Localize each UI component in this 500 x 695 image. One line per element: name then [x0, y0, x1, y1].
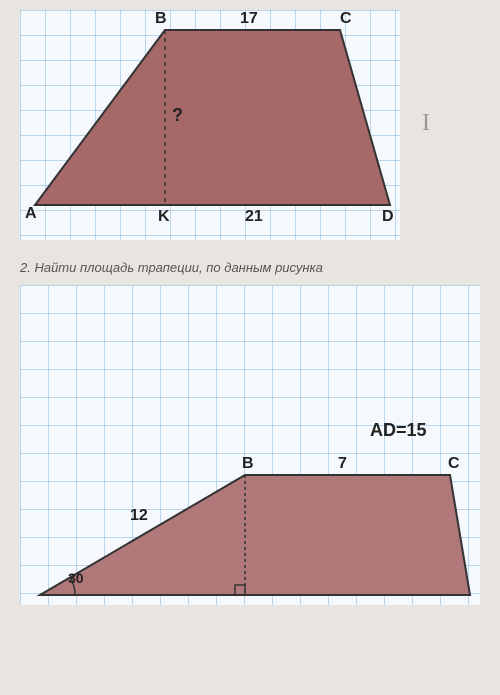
vertex-label-d: D — [382, 208, 394, 226]
diagram-2-container: B C 7 12 30 AD=15 — [20, 285, 480, 605]
diagram-2-svg — [20, 285, 480, 605]
side-label-bc: 17 — [240, 10, 258, 28]
side-label-kd: 21 — [245, 208, 263, 226]
vertex-label-b: B — [155, 10, 167, 28]
angle-label: 30 — [68, 570, 84, 586]
vertex-label-a: A — [25, 205, 37, 223]
vertex-label-c2: C — [448, 455, 460, 473]
vertex-label-c: C — [340, 10, 352, 28]
side-label-bc2: 7 — [338, 455, 347, 473]
side-label-ab: 12 — [130, 507, 148, 525]
side-marker: I — [422, 110, 430, 137]
diagram-1-svg — [20, 10, 400, 240]
diagram-1-container: A B C D K 17 21 ? I — [20, 10, 400, 240]
vertex-label-k: K — [158, 208, 170, 226]
height-label: ? — [172, 105, 183, 126]
problem-2-text: 2. Найти площадь трапеции, по данным рис… — [20, 260, 490, 275]
ad-label: AD=15 — [370, 420, 427, 441]
vertex-label-b2: B — [242, 455, 254, 473]
